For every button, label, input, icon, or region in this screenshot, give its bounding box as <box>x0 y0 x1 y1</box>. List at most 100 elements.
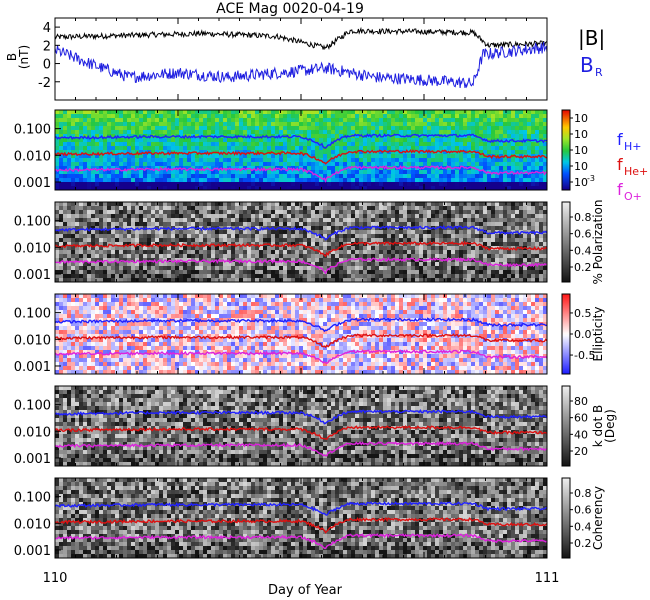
colorbar-tick-exponent: -3 <box>587 174 595 183</box>
y-tick-label: 0.010 <box>14 517 51 532</box>
plot-area <box>55 478 547 558</box>
y-tick-label: 0.100 <box>14 399 51 414</box>
panel-5: 0.001 0.010 0.100 20 40 60 80k dot B(Deg) <box>14 385 617 467</box>
y-tick-label: 0.001 <box>14 176 51 191</box>
legend-entry-oplus: f <box>617 180 623 199</box>
spectrogram <box>55 202 547 282</box>
panel-4: 0.001 0.010 0.100 -0.5 0.0 0.5 Ellipticity <box>14 293 605 375</box>
colorbar: 20 40 60 80k dot B(Deg) <box>561 385 617 467</box>
y-tick-label: 0.100 <box>14 123 51 138</box>
y-tick-label: 0.010 <box>14 241 51 256</box>
colorbar-tick-label: 10 <box>574 112 588 125</box>
colorbar-tick-label: 10 <box>574 128 588 141</box>
colorbar-label: % Polarization <box>591 200 605 285</box>
colorbar-tick-label: 10 <box>574 176 588 189</box>
y-tick-label: 0.001 <box>14 544 51 559</box>
colorbar-tick-label: 0.4 <box>574 520 592 533</box>
gyrofrequency-line-heplus <box>55 425 547 440</box>
colorbar-tick-label: 0.8 <box>574 211 592 224</box>
y-axis-label: B <box>5 53 19 61</box>
gyrofrequency-line-heplus <box>55 240 547 258</box>
y-tick-label: 0.100 <box>14 307 51 322</box>
colorbar-label: k dot B <box>591 405 605 447</box>
y-axis-label-units: (nT) <box>17 45 31 69</box>
colorbar-tick-label: -0.5 <box>574 349 595 362</box>
figure-title: ACE Mag 0020-04-19 <box>216 1 364 17</box>
colorbar-label: Ellipticity <box>591 307 605 362</box>
plot-area <box>55 26 547 89</box>
gyrofrequency-line-hplus <box>55 133 547 149</box>
colorbar-tick-label: 0.0 <box>574 328 592 341</box>
gyrofrequency-line-oplus <box>55 164 547 183</box>
y-tick-label: 0.001 <box>14 452 51 467</box>
colorbar-tick-label: 10 <box>574 160 588 173</box>
colorbar-tick-label: 0.4 <box>574 244 592 257</box>
y-tick-label: 0.001 <box>14 268 51 283</box>
plot-area <box>55 110 547 190</box>
colorbar-tick-label: 0.5 <box>574 307 592 320</box>
colorbar-label: Coherency <box>591 486 605 550</box>
colorbar-tick-label: 40 <box>574 428 588 441</box>
gyrofrequency-line-heplus <box>55 149 547 165</box>
panel-frame <box>54 17 548 101</box>
plot-area <box>55 294 547 374</box>
colorbar-label: (Deg) <box>603 409 617 443</box>
series-line-b-radial <box>55 41 547 89</box>
y-tick-label: -2 <box>38 76 51 91</box>
gyrofrequency-line-oplus <box>55 441 547 457</box>
spectrogram <box>55 110 547 190</box>
y-tick-label: 0 <box>43 58 51 73</box>
colorbar-tick-label: 0.6 <box>574 228 592 241</box>
gyrofrequency-line-oplus <box>55 533 547 550</box>
panel-3: 0.001 0.010 0.100 0.2 0.4 0.6 0.8% Polarizatio… <box>14 200 605 285</box>
colorbar: 0.2 0.4 0.6 0.8 Coherency <box>561 477 605 559</box>
y-tick-label: 0.010 <box>14 333 51 348</box>
colorbar-tick-label: 80 <box>574 395 588 408</box>
legend-entry-heplus: f <box>617 155 623 174</box>
gyrofrequency-line-hplus <box>55 501 547 516</box>
colorbar-tick-label: 0.2 <box>574 537 592 550</box>
colorbar-frame <box>561 385 571 467</box>
colorbar: -0.5 0.0 0.5 Ellipticity <box>561 293 605 375</box>
legend-entry-b-radial-subscript: R <box>595 66 603 79</box>
legend-entry-subscript: O+ <box>624 190 642 203</box>
plot-area <box>55 386 547 466</box>
legend-entry-hplus: f <box>617 130 623 149</box>
gyrofrequency-line-oplus <box>55 256 547 275</box>
gyrofrequency-line-heplus <box>55 516 547 534</box>
spectrogram <box>55 294 547 374</box>
y-tick-label: 0.100 <box>14 215 51 230</box>
series-line-b-magnitude <box>55 26 547 50</box>
x-tick-label-end: 111 <box>535 571 560 586</box>
gyrofrequency-line-hplus <box>55 409 547 425</box>
y-tick-label: 0.010 <box>14 425 51 440</box>
y-tick-label: 4 <box>43 21 51 36</box>
colorbar-tick-label: 0.6 <box>574 504 592 517</box>
x-tick-label-start: 110 <box>43 571 68 586</box>
y-tick-label: 0.100 <box>14 491 51 506</box>
spectrogram <box>55 386 547 466</box>
x-axis-label: Day of Year <box>268 583 343 598</box>
panel-6: 0.001 0.010 0.100 0.2 0.4 0.6 0.8 Coherency <box>14 477 605 559</box>
colorbar-frame <box>561 201 571 283</box>
gyrofrequency-line-heplus <box>55 333 547 349</box>
y-tick-label: 2 <box>43 39 51 54</box>
colorbar-tick-label: 0.8 <box>574 487 592 500</box>
plot-area <box>55 202 547 282</box>
y-tick-label: 0.001 <box>14 360 51 375</box>
gyrofrequency-line-hplus <box>55 317 547 333</box>
colorbar: 0.2 0.4 0.6 0.8% Polarization <box>561 200 605 285</box>
colorbar-tick-label: 20 <box>574 445 588 458</box>
legend-entry-subscript: He+ <box>624 165 648 178</box>
gyrofrequency-line-hplus <box>55 225 547 241</box>
y-tick-label: 0.010 <box>14 149 51 164</box>
colorbar-tick-label: 10 <box>574 144 588 157</box>
spectrogram <box>55 478 547 558</box>
gyrofrequency-line-oplus <box>55 349 547 365</box>
legend-entry-b-radial: B <box>580 53 594 77</box>
